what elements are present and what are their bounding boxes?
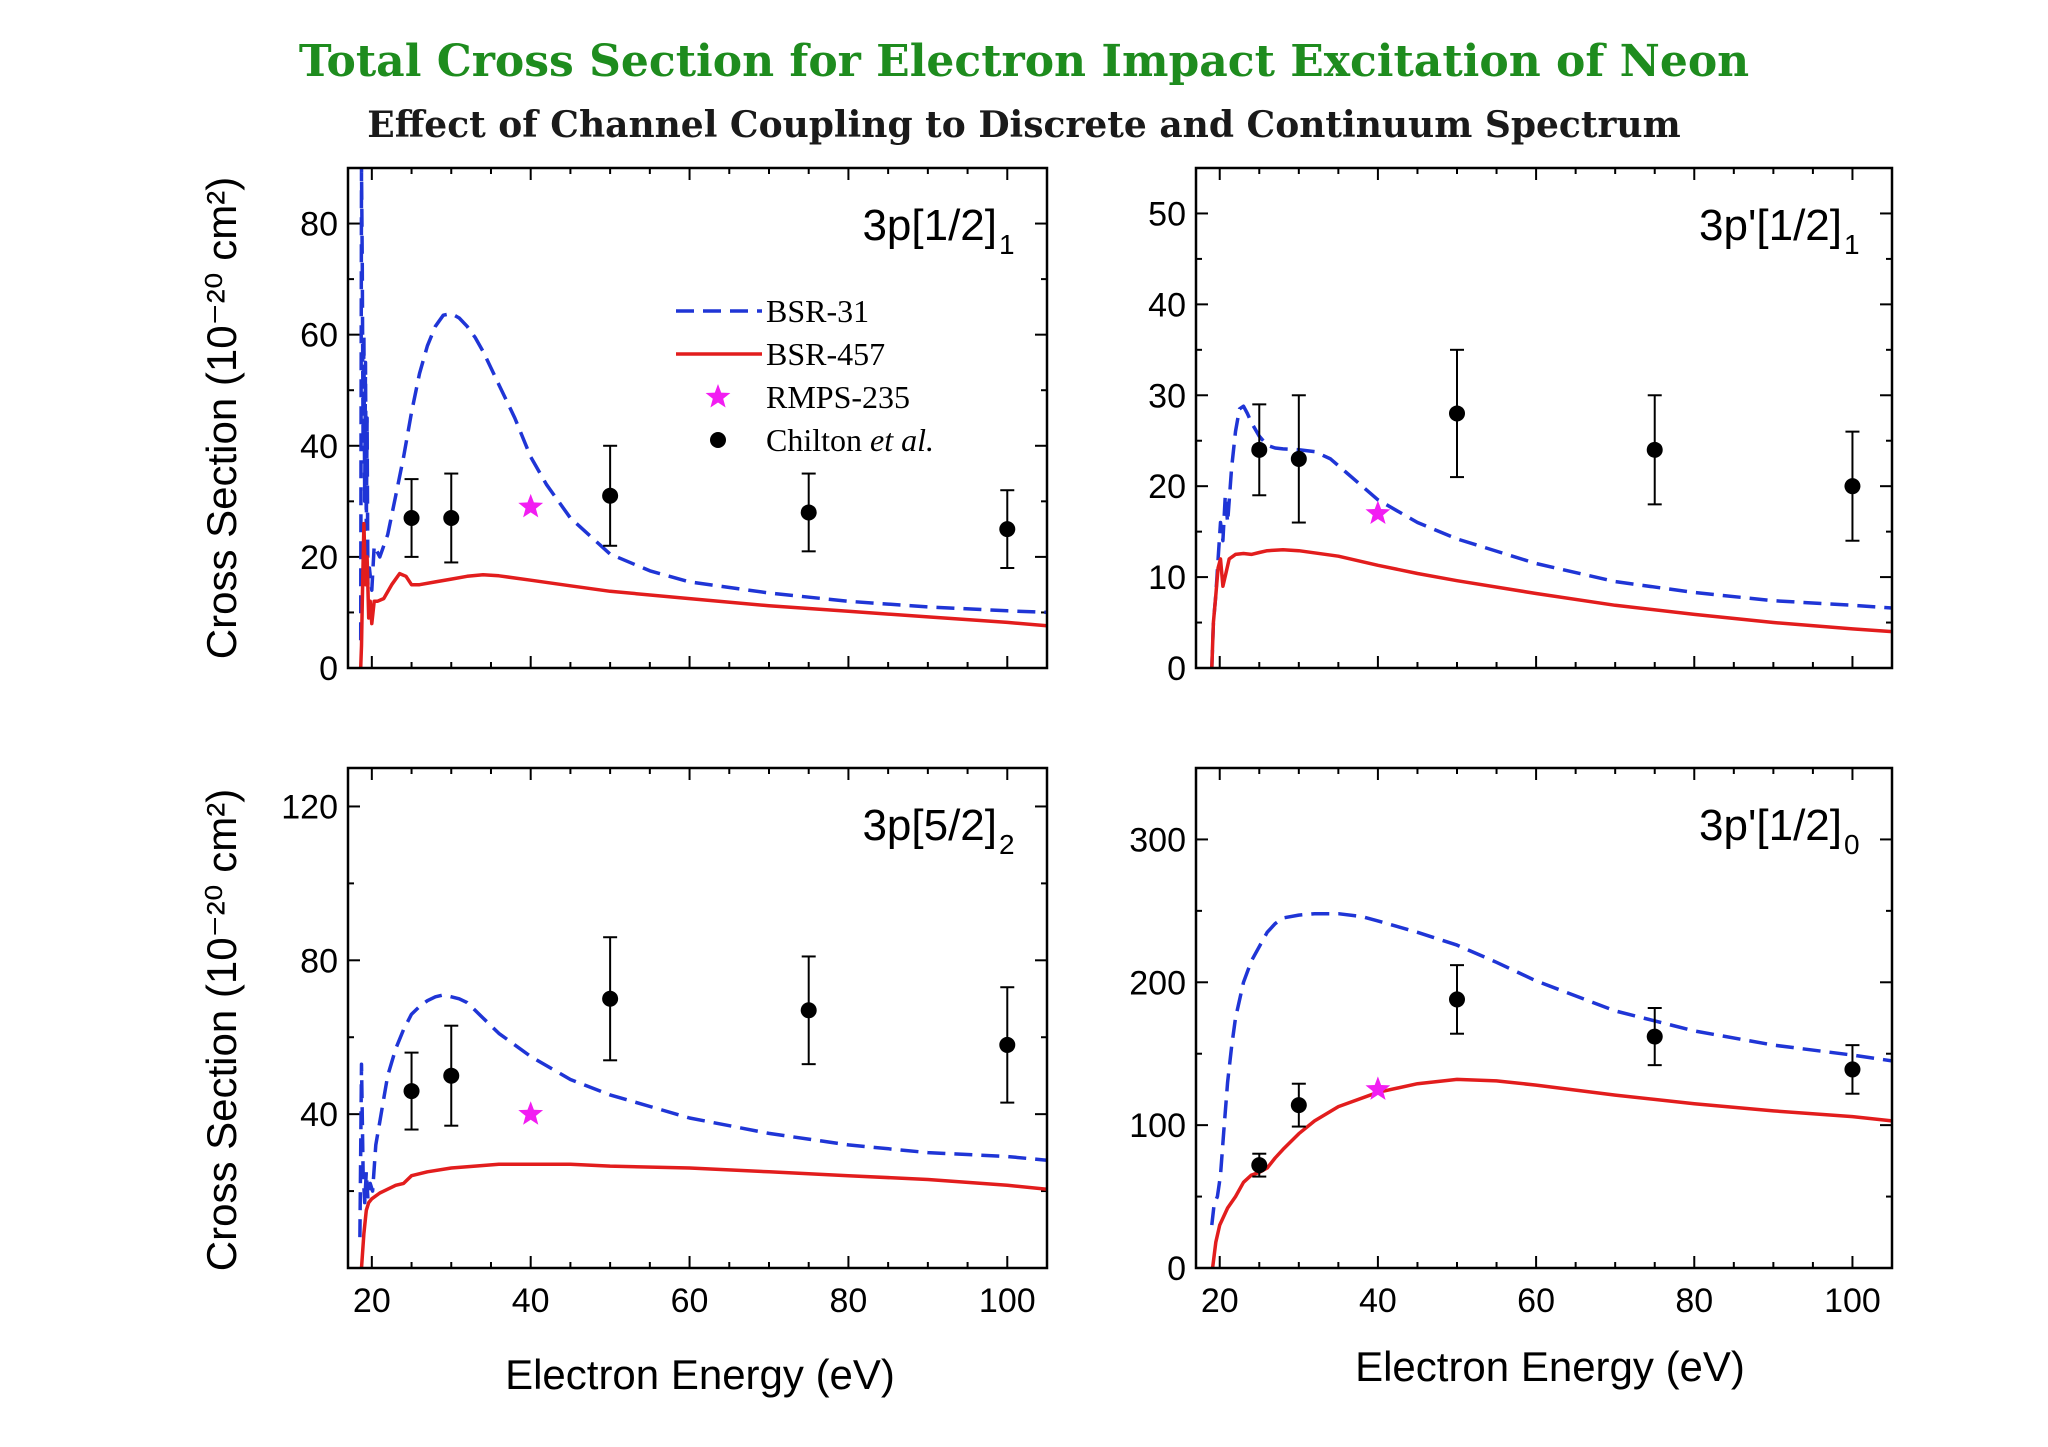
plot-frame <box>346 166 1049 670</box>
plot-area <box>1210 911 1892 1268</box>
y-tick-label: 40 <box>300 1096 338 1134</box>
plot-frame <box>346 766 1049 1270</box>
chilton-data-point <box>800 1002 817 1019</box>
chilton-data-point <box>1449 991 1465 1008</box>
x-tick-label: 80 <box>830 1282 868 1320</box>
x-axis-label-left: Electron Energy (eV) <box>505 1351 895 1398</box>
legend-label-chilton: Chilton et al. <box>766 422 934 458</box>
legend-swatch-chilton <box>710 432 726 448</box>
x-tick-label: 20 <box>353 1282 391 1320</box>
y-tick-label: 20 <box>1148 468 1186 506</box>
chilton-data-point <box>1290 450 1307 467</box>
plot-area <box>358 936 1047 1268</box>
chilton-data-point <box>999 1036 1016 1053</box>
y-tick-label: 200 <box>1129 964 1186 1002</box>
series-bsr31-line <box>358 993 1047 1238</box>
series-bsr457-line <box>358 521 1047 668</box>
legend: BSR-31 BSR-457 RMPS-235 Chilton et al. <box>676 293 934 458</box>
chilton-data-point <box>443 1067 460 1084</box>
x-tick-label: 60 <box>1517 1282 1555 1320</box>
figure-subtitle: Effect of Channel Coupling to Discrete a… <box>367 104 1680 146</box>
plot-frame <box>1194 166 1894 670</box>
y-tick-label: 60 <box>300 317 338 355</box>
rmps-star-point <box>1365 1076 1391 1100</box>
x-tick-label: 40 <box>1359 1282 1397 1320</box>
series-bsr31-line <box>1210 404 1892 668</box>
x-tick-label: 20 <box>1201 1282 1239 1320</box>
series-bsr31-line <box>1210 911 1892 1226</box>
y-tick-label: 40 <box>1148 286 1186 324</box>
chart-panel-top-left: 0 20 40 60 80 3p[1/2] 1 <box>300 166 1049 688</box>
y-tick-label: 120 <box>281 788 338 826</box>
y-tick-label: 40 <box>300 428 338 466</box>
y-tick-label: 100 <box>1129 1107 1186 1145</box>
y-tick-label: 50 <box>1148 195 1186 233</box>
chilton-data-point <box>1844 478 1861 495</box>
x-tick-label: 100 <box>1824 1282 1881 1320</box>
panel-state-label: 3p'[1/2] <box>1699 201 1842 250</box>
legend-label-bsr31: BSR-31 <box>766 293 869 329</box>
y-tick-label: 0 <box>319 650 338 688</box>
chilton-data-point <box>1251 1157 1268 1174</box>
y-axis-label-bottom: Cross Section (10⁻²⁰ cm²) <box>198 789 245 1271</box>
panel-state-subscript: 1 <box>999 229 1015 260</box>
y-tick-label: 80 <box>300 942 338 980</box>
rmps-star-point <box>1365 500 1391 524</box>
rmps-star-point <box>518 493 544 518</box>
legend-label-italic: et al. <box>870 422 934 458</box>
legend-label-rmps: RMPS-235 <box>766 379 910 415</box>
y-tick-label: 20 <box>300 539 338 577</box>
panel-state-subscript: 0 <box>1844 829 1860 860</box>
chilton-data-point <box>1844 1061 1861 1078</box>
legend-swatch-rmps <box>705 384 731 408</box>
figure-title: Total Cross Section for Electron Impact … <box>299 36 1749 87</box>
panel-state-label: 3p[5/2] <box>862 801 997 850</box>
series-bsr457-line <box>1210 548 1892 668</box>
series-bsr31-line <box>358 168 1047 641</box>
x-tick-label: 40 <box>512 1282 550 1320</box>
x-tick-label: 100 <box>979 1282 1036 1320</box>
chart-panel-bottom-left: 40 80 120 20 40 60 80 100 3p[5/2] 2 <box>281 766 1049 1320</box>
x-tick-label: 80 <box>1675 1282 1713 1320</box>
chilton-data-point <box>1646 1028 1663 1045</box>
plot-area <box>1210 348 1892 668</box>
x-axis-label-right: Electron Energy (eV) <box>1355 1343 1745 1390</box>
panel-state-label: 3p[1/2] <box>862 201 997 250</box>
chilton-data-point <box>602 487 619 504</box>
chart-panel-top-right: 0 10 20 30 40 50 3p'[1/2] 1 <box>1148 166 1894 688</box>
rmps-star-point <box>518 1101 544 1125</box>
legend-label-prefix: Chilton <box>766 422 870 458</box>
y-axis-label-top: Cross Section (10⁻²⁰ cm²) <box>198 177 245 659</box>
series-bsr457-line <box>359 1162 1047 1268</box>
plot-area <box>358 168 1047 668</box>
legend-label-bsr457: BSR-457 <box>766 336 885 372</box>
y-tick-label: 0 <box>1167 650 1186 688</box>
panel-state-label: 3p'[1/2] <box>1699 801 1842 850</box>
chilton-data-point <box>1646 441 1663 458</box>
y-tick-label: 300 <box>1129 821 1186 859</box>
chilton-data-point <box>602 990 619 1007</box>
panel-state-subscript: 2 <box>999 829 1015 860</box>
y-tick-label: 30 <box>1148 377 1186 415</box>
x-tick-label: 60 <box>671 1282 709 1320</box>
panel-state-subscript: 1 <box>1844 229 1860 260</box>
plot-frame <box>1194 766 1894 1270</box>
y-tick-label: 80 <box>300 206 338 244</box>
chilton-data-point <box>1251 441 1268 458</box>
chilton-data-point <box>1290 1097 1307 1114</box>
chilton-data-point <box>1449 405 1465 422</box>
chilton-data-point <box>443 510 460 526</box>
chilton-data-point <box>403 510 420 526</box>
series-bsr457-line <box>1210 1077 1892 1268</box>
chilton-data-point <box>403 1083 420 1100</box>
y-tick-label: 10 <box>1148 559 1186 597</box>
chilton-data-point <box>800 504 817 521</box>
chilton-data-point <box>999 521 1016 538</box>
y-tick-label: 0 <box>1167 1250 1186 1288</box>
